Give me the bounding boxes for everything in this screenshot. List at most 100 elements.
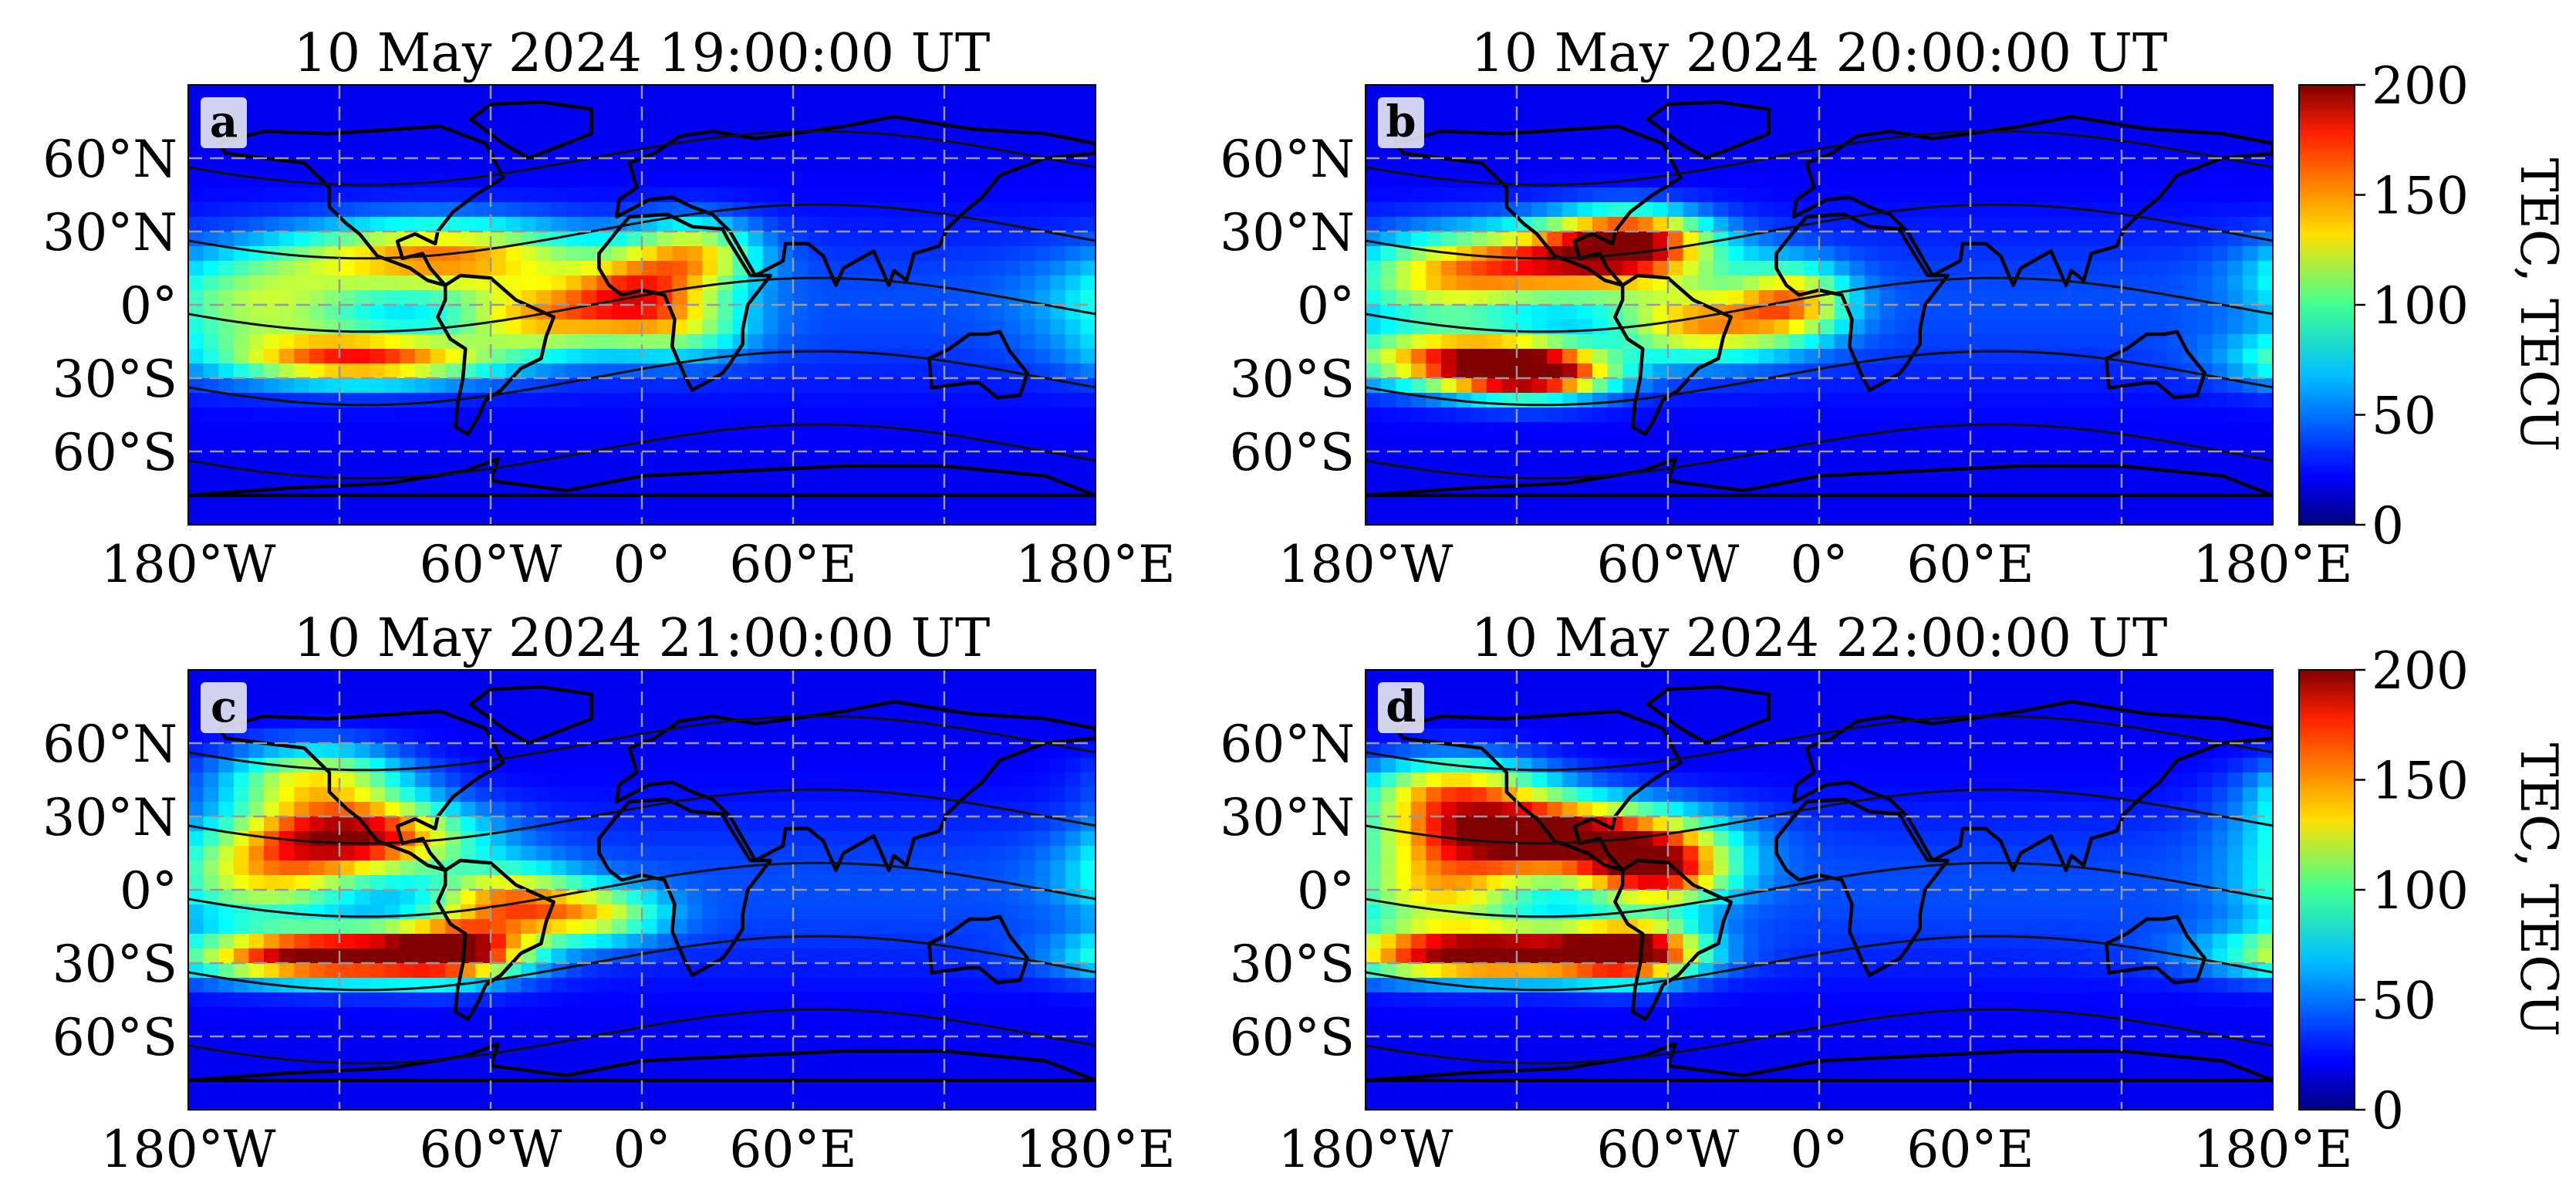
heatmap-cell [687, 246, 704, 262]
heatmap-cell [687, 144, 704, 159]
heatmap-cell [1698, 510, 1714, 525]
heatmap-cell [1940, 334, 1956, 350]
heatmap-cell [2227, 188, 2243, 203]
heatmap-cell [732, 378, 748, 394]
x-tick-label: 0° [613, 535, 671, 594]
heatmap-cell [808, 934, 824, 949]
heatmap-cell [581, 466, 597, 482]
heatmap-cell [793, 846, 809, 861]
heatmap-cell [778, 363, 794, 379]
heatmap-cell [1607, 422, 1623, 438]
heatmap-cell [1744, 393, 1760, 408]
heatmap-cell [2000, 100, 2017, 115]
heatmap-cell [505, 699, 522, 715]
heatmap-cell [1819, 495, 1835, 511]
heatmap-cell [521, 407, 537, 423]
heatmap-cell [1065, 787, 1082, 803]
heatmap-cell [1668, 319, 1684, 335]
heatmap-cell [1985, 422, 2001, 438]
heatmap-cell [2197, 173, 2213, 188]
heatmap-cell [1577, 217, 1593, 232]
heatmap-cell [959, 422, 975, 438]
heatmap-cell [2046, 407, 2062, 423]
heatmap-cell [279, 217, 295, 232]
heatmap-cell [1864, 319, 1881, 335]
heatmap-cell [279, 846, 295, 861]
heatmap-cell [1864, 451, 1881, 467]
heatmap-cell [188, 202, 204, 218]
heatmap-cell [2091, 349, 2108, 364]
heatmap-cell [1486, 466, 1503, 482]
heatmap-cell [793, 481, 809, 496]
heatmap-cell [294, 978, 310, 993]
heatmap-cell [2061, 246, 2077, 262]
heatmap-cell [294, 451, 310, 467]
heatmap-cell [1804, 85, 1820, 100]
heatmap-cell [339, 875, 356, 891]
heatmap-cell [354, 510, 370, 525]
heatmap-cell [702, 875, 718, 891]
heatmap-cell [505, 407, 522, 423]
heatmap-cell [1879, 481, 1896, 496]
heatmap-cell [748, 232, 764, 247]
heatmap-cell [899, 407, 915, 423]
heatmap-cell [1637, 232, 1654, 247]
heatmap-cell [430, 129, 446, 144]
heatmap-cell [838, 890, 855, 905]
heatmap-cell [370, 816, 386, 832]
heatmap-cell [2015, 334, 2032, 350]
heatmap-cell [974, 319, 991, 335]
heatmap-cell [823, 173, 839, 188]
heatmap-cell [2152, 481, 2168, 496]
heatmap-cell [1410, 407, 1427, 423]
heatmap-cell [581, 407, 597, 423]
heatmap-cell [233, 934, 250, 949]
heatmap-cell [2122, 290, 2138, 306]
heatmap-cell [899, 100, 915, 115]
heatmap-cell [793, 246, 809, 262]
heatmap-cell [2091, 510, 2108, 525]
heatmap-cell [959, 481, 975, 496]
heatmap-cell [1035, 495, 1051, 511]
heatmap-cell [1471, 422, 1487, 438]
heatmap-cell [475, 334, 491, 350]
heatmap-cell [642, 890, 658, 905]
heatmap-cell [188, 919, 204, 935]
heatmap-cell [2122, 451, 2138, 467]
heatmap-cell [248, 890, 265, 905]
heatmap-cell [1441, 378, 1457, 394]
heatmap-cell [1004, 100, 1021, 115]
heatmap-cell [959, 890, 975, 905]
heatmap-cell [959, 276, 975, 291]
heatmap-cell [944, 305, 961, 320]
heatmap-cell [1065, 437, 1082, 452]
heatmap-cell [566, 875, 582, 891]
heatmap-cell [400, 114, 416, 130]
heatmap-cell [808, 85, 824, 100]
heatmap-cell [2152, 232, 2168, 247]
heatmap-cell [1683, 85, 1699, 100]
heatmap-cell [1713, 407, 1730, 423]
heatmap-cell [778, 173, 794, 188]
heatmap-cell [1653, 363, 1669, 379]
heatmap-cell [551, 451, 567, 467]
heatmap-cell [1396, 363, 1412, 379]
heatmap-cell [762, 787, 779, 803]
heatmap-cell [1004, 963, 1021, 979]
heatmap-cell [2046, 129, 2062, 144]
heatmap-cell [929, 802, 945, 817]
heatmap-cell [370, 232, 386, 247]
heatmap-cell [1698, 495, 1714, 511]
heatmap-cell [1050, 934, 1066, 949]
heatmap-cell [1819, 510, 1835, 525]
heatmap-cell [248, 466, 265, 482]
heatmap-cell [853, 904, 869, 920]
heatmap-cell [248, 188, 265, 203]
heatmap-cell [642, 831, 658, 847]
heatmap-cell [1577, 100, 1593, 115]
heatmap-cell [672, 407, 688, 423]
heatmap-cell [1561, 378, 1578, 394]
heatmap-cell [1668, 407, 1684, 423]
heatmap-cell [2197, 232, 2213, 247]
heatmap-cell [748, 758, 764, 773]
